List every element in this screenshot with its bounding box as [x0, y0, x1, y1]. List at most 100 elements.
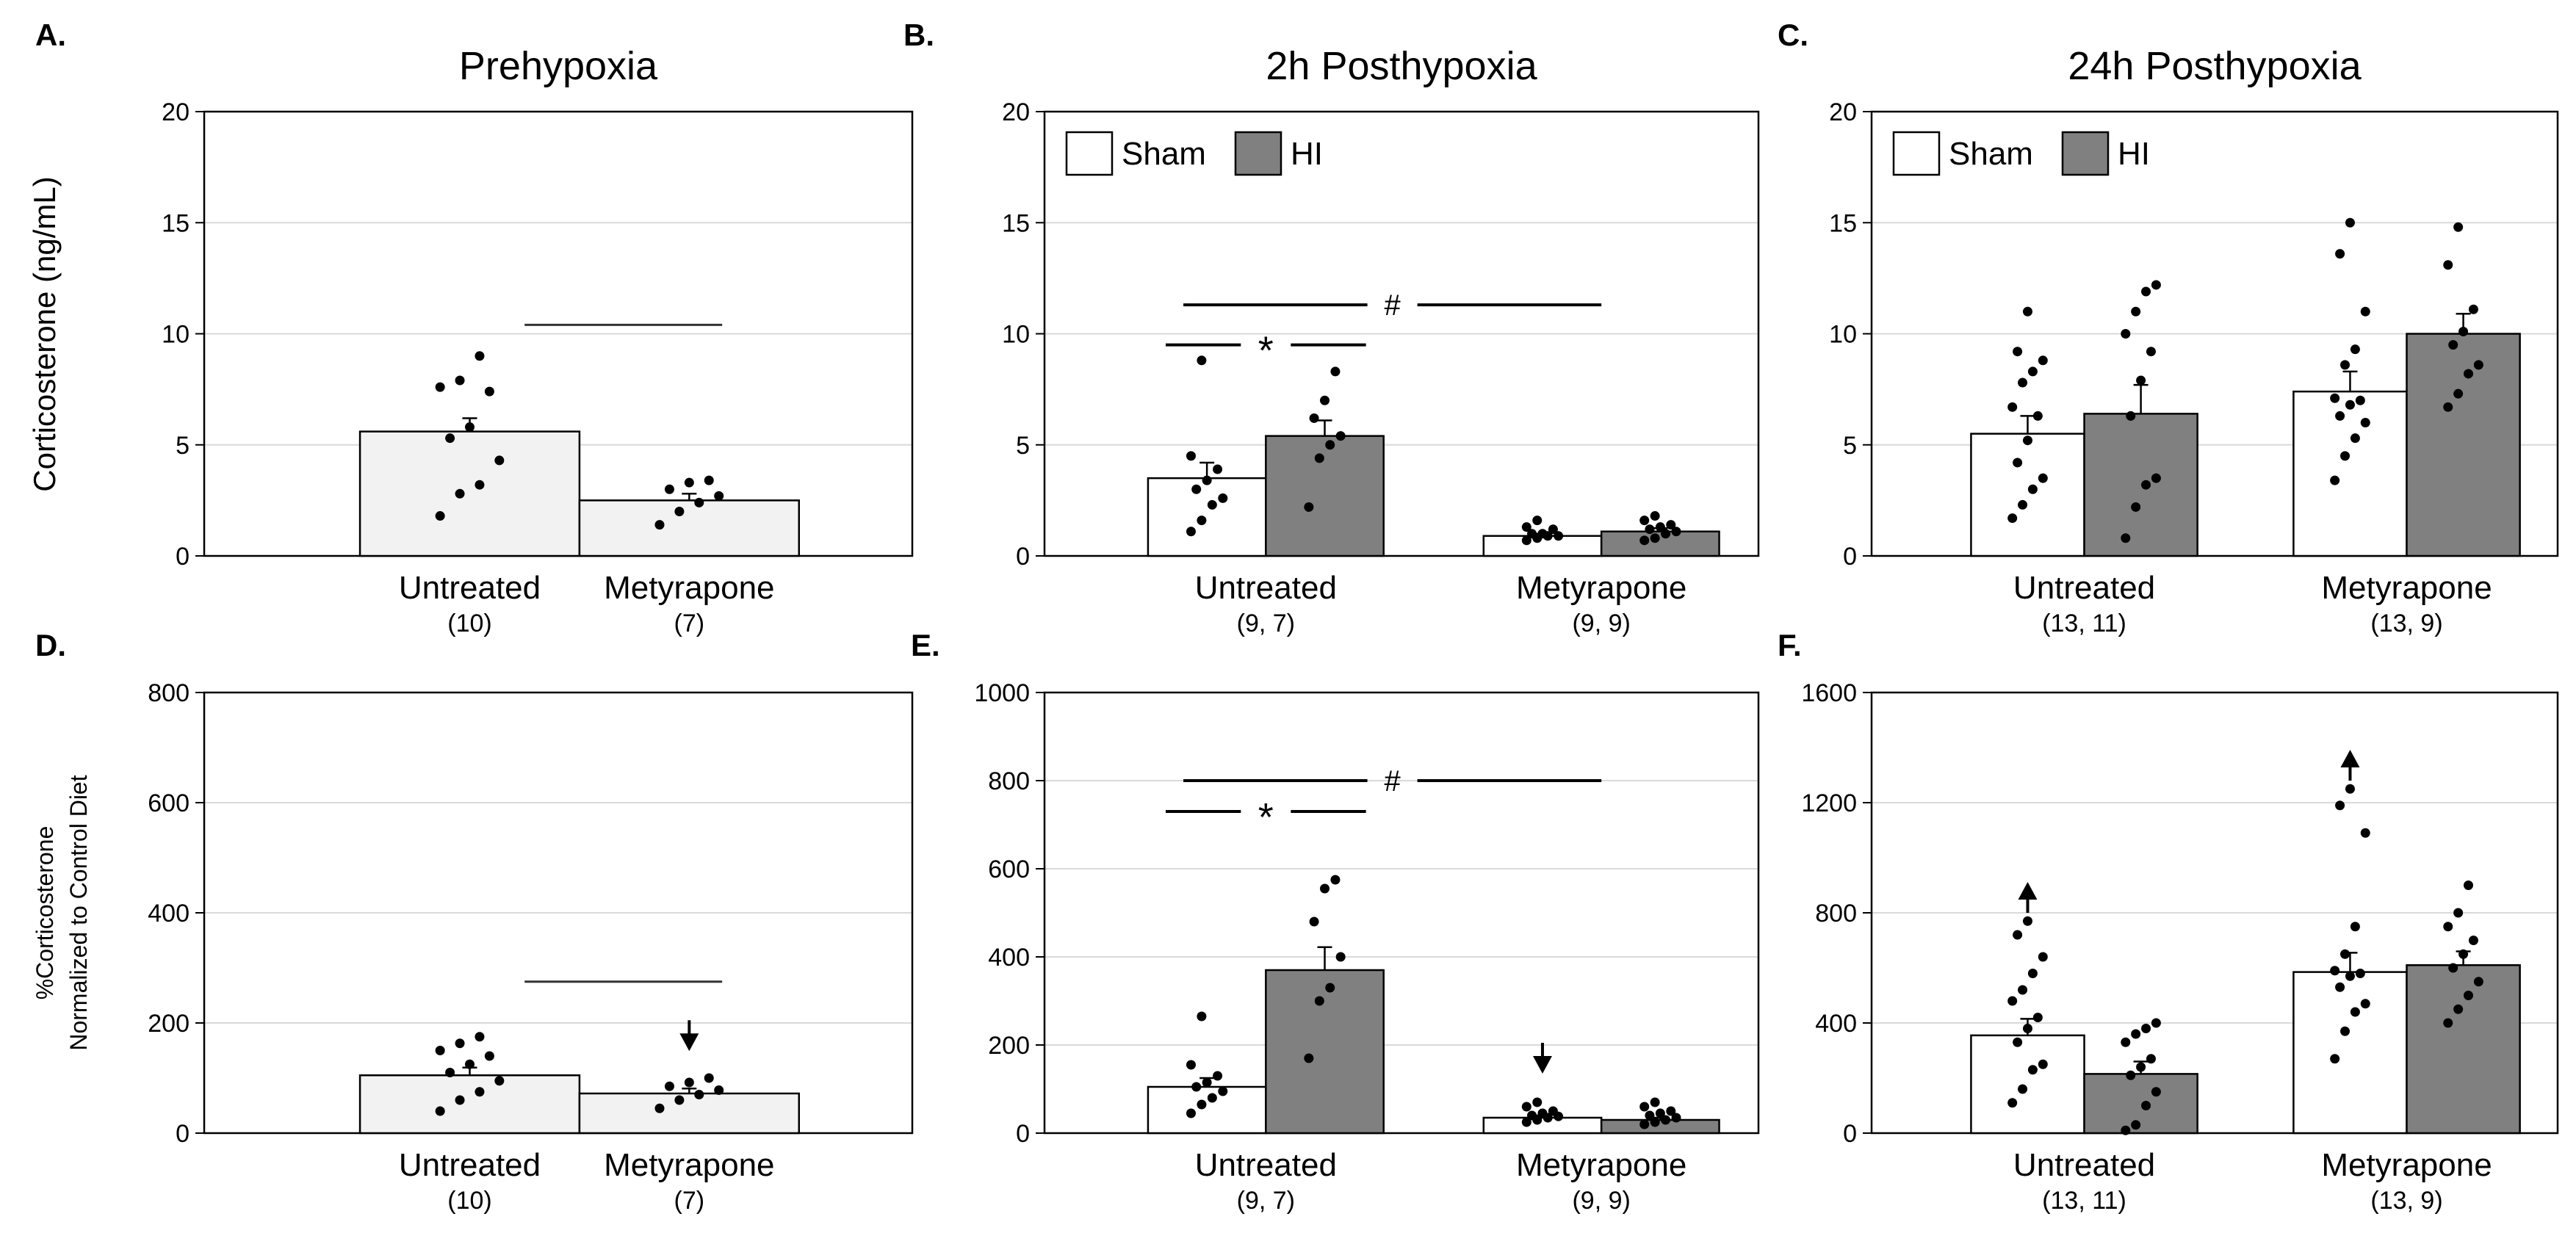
panel-E: E. 0 200 400 600 800 1000 Untreated (9, 7) Metyra…: [911, 628, 1760, 1215]
data-point: [664, 484, 674, 494]
data-point: [2468, 936, 2478, 945]
data-point: [1186, 451, 1196, 461]
y-tick-label: 0: [176, 1120, 190, 1148]
n-label: (10): [447, 610, 491, 637]
data-point: [2340, 949, 2350, 959]
y-tick-label: 15: [1002, 209, 1030, 237]
data-point: [2443, 260, 2453, 270]
data-point: [654, 520, 665, 530]
y-tick-label: 800: [988, 767, 1030, 795]
data-point: [1661, 1115, 1671, 1125]
data-point: [1639, 535, 1650, 546]
arrow-down-head: [1532, 1056, 1552, 1074]
bar-group-1: [578, 499, 801, 557]
data-point: [2151, 473, 2161, 483]
data-point: [2146, 1054, 2156, 1064]
data-point: [1527, 1110, 1537, 1121]
data-point: [2022, 916, 2032, 926]
data-point: [654, 1103, 665, 1113]
data-point: [2141, 286, 2151, 297]
data-point: [1548, 1106, 1558, 1116]
data-point: [2330, 966, 2340, 976]
data-point: [2448, 963, 2458, 973]
data-point: [2121, 329, 2131, 339]
data-point: [1330, 875, 1341, 885]
data-point: [2350, 922, 2360, 932]
bar-group-0: [358, 1074, 581, 1135]
bar-sham-1: [2292, 390, 2408, 557]
significance-mark: #: [1384, 289, 1401, 322]
y-tick-label: 800: [148, 679, 190, 707]
data-point: [2038, 355, 2048, 366]
data-point: [704, 475, 714, 485]
data-point: [1191, 1082, 1202, 1092]
data-point: [2151, 280, 2161, 290]
data-point: [2007, 996, 2018, 1006]
bar-hi-0: [2083, 413, 2198, 557]
data-point: [2151, 1018, 2161, 1028]
panel-A: A. Prehypoxia 0 5 10 15 20 Untreated (10) Metyrap…: [35, 18, 914, 637]
y-axis-title-bottom-line1: %Corticosterone: [32, 826, 58, 1000]
data-point: [1335, 952, 1346, 962]
data-point: [2131, 1029, 2141, 1039]
data-point: [664, 1081, 674, 1091]
panel-letter: B.: [903, 18, 934, 52]
data-point: [2013, 458, 2023, 468]
y-tick-label: 200: [988, 1032, 1030, 1060]
data-point: [684, 477, 694, 488]
data-point: [1335, 431, 1346, 441]
bar-hi-0: [1265, 969, 1385, 1135]
data-point: [2473, 360, 2483, 370]
data-point: [2027, 969, 2038, 978]
chart-title: Prehypoxia: [459, 44, 658, 88]
n-label: (10): [447, 1187, 491, 1215]
y-tick-label: 0: [176, 543, 190, 571]
data-point: [1532, 1097, 1543, 1107]
data-point: [2027, 366, 2038, 377]
data-point: [2448, 340, 2458, 350]
y-axis-title-top: Corticosterone (ng/mL): [27, 176, 62, 492]
n-label: (13, 9): [2370, 610, 2442, 637]
data-point: [2443, 402, 2453, 412]
bar-sham-0: [1147, 1085, 1267, 1135]
data-point: [1661, 529, 1671, 539]
data-point: [2443, 1018, 2453, 1028]
data-point: [2355, 969, 2365, 978]
y-tick-label: 0: [1843, 543, 1857, 571]
data-point: [1320, 883, 1330, 894]
panel-letter: D.: [35, 628, 66, 662]
data-point: [2141, 1024, 2151, 1033]
data-point: [2464, 369, 2474, 379]
n-label: (7): [674, 1187, 705, 1215]
data-point: [1671, 1113, 1681, 1123]
data-point: [1521, 1102, 1531, 1112]
panel-D: D. 0 200 400 600 800 Untreated (10) Metyrapone (7…: [35, 628, 914, 1215]
data-point: [2345, 217, 2355, 228]
data-point: [1197, 355, 1207, 366]
data-point: [2121, 1125, 2131, 1135]
data-point: [2330, 393, 2340, 403]
data-point: [2340, 451, 2350, 461]
y-tick-label: 5: [1843, 432, 1857, 460]
y-tick-label: 1200: [1801, 789, 1857, 817]
y-tick-label: 1000: [974, 679, 1030, 707]
data-point: [1197, 516, 1207, 526]
data-point: [2458, 949, 2469, 959]
y-tick-label: 15: [1829, 209, 1857, 237]
data-point: [2027, 1065, 2038, 1075]
data-point: [2018, 985, 2028, 995]
x-tick-label: Metyrapone: [1516, 1147, 1686, 1183]
y-tick-label: 400: [1815, 1010, 1857, 1038]
y-tick-label: 0: [1016, 543, 1030, 571]
bar-hi-0: [1265, 435, 1385, 557]
x-tick-label: Metyrapone: [2321, 1147, 2492, 1183]
data-point: [2032, 411, 2043, 421]
legend-label-sham: Sham: [1122, 136, 1206, 172]
n-label: (9, 7): [1237, 610, 1295, 637]
data-point: [2468, 304, 2478, 314]
data-point: [1218, 1086, 1228, 1096]
y-tick-label: 400: [148, 900, 190, 928]
data-point: [2038, 952, 2048, 962]
data-point: [455, 1095, 465, 1105]
data-point: [2018, 499, 2028, 510]
